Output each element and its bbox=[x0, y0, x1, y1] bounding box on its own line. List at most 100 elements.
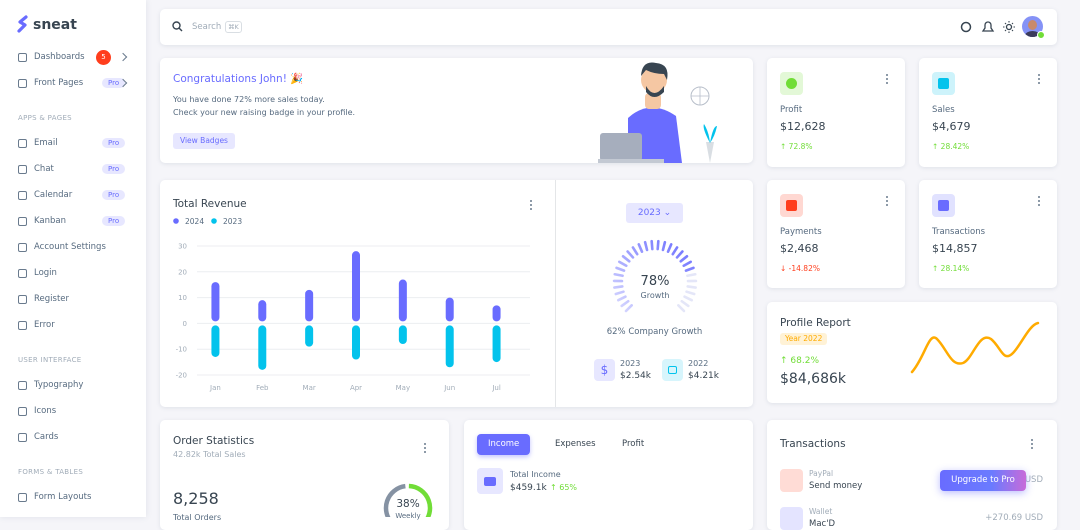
stat-change: ↑ 28.14% bbox=[932, 264, 970, 273]
menu-item[interactable]: Form Layouts bbox=[0, 484, 146, 510]
menu-item[interactable]: Register bbox=[0, 286, 146, 312]
menu-badge: Pro bbox=[102, 164, 126, 174]
menu-label: Cards bbox=[34, 432, 59, 442]
menu-item[interactable]: Error bbox=[0, 312, 146, 338]
menu-item[interactable]: Kanban Pro bbox=[0, 208, 146, 234]
menu-badge: 5 bbox=[96, 49, 111, 65]
growth-amount: $4.21k bbox=[688, 371, 719, 381]
menu-icon bbox=[18, 492, 27, 502]
revenue-card: Total Revenue 2023 ⌄ 62% Company Growth … bbox=[160, 180, 753, 407]
menu-item[interactable]: Icons bbox=[0, 398, 146, 424]
menu-section-title: FORMS & TABLES bbox=[18, 468, 84, 476]
menu-item[interactable]: Account Settings bbox=[0, 234, 146, 260]
transaction-desc: Send money bbox=[809, 481, 863, 491]
transaction-name: PayPal bbox=[809, 469, 834, 478]
stat-change: ↑ 28.42% bbox=[932, 142, 970, 151]
menu-badge: Pro bbox=[102, 216, 126, 226]
upgrade-button[interactable]: Upgrade to Pro bbox=[940, 470, 1026, 491]
menu-icon bbox=[18, 406, 27, 416]
menu-label: Calendar bbox=[34, 190, 73, 200]
stat-value: $14,857 bbox=[932, 242, 978, 255]
transaction-desc: Mac'D bbox=[809, 519, 836, 529]
tab[interactable]: Income bbox=[477, 434, 531, 455]
menu-item[interactable]: Chat Pro bbox=[0, 156, 146, 182]
stat-label: Sales bbox=[932, 105, 955, 115]
stat-label: Payments bbox=[780, 227, 822, 237]
stat-icon-glyph bbox=[938, 78, 949, 89]
menu-item[interactable]: Cards bbox=[0, 424, 146, 450]
profile-sparkline bbox=[910, 321, 1040, 374]
menu-label: Chat bbox=[34, 164, 54, 174]
tab[interactable]: Expenses bbox=[555, 439, 596, 449]
brand-name: sneat bbox=[33, 17, 77, 33]
menu-item[interactable]: Front Pages Pro bbox=[0, 70, 146, 96]
menu-label: Account Settings bbox=[34, 242, 106, 252]
menu-button[interactable] bbox=[1031, 439, 1034, 451]
tab[interactable]: Profit bbox=[622, 439, 645, 449]
stat-icon-glyph bbox=[938, 200, 949, 211]
profile-report-card: Profile Report Year 2022 ↑ 68.2% $84,686… bbox=[767, 302, 1057, 403]
stat-icon bbox=[780, 72, 803, 95]
menu-label: Register bbox=[34, 294, 69, 304]
transaction-icon bbox=[780, 469, 803, 492]
menu-item[interactable]: Typography bbox=[0, 372, 146, 398]
menu-badge: Pro bbox=[102, 78, 126, 88]
menu-item[interactable]: Calendar Pro bbox=[0, 182, 146, 208]
growth-amount: $2.54k bbox=[620, 371, 651, 381]
income-change: ↑ 65% bbox=[550, 483, 578, 492]
search-shortcut: ⌘K bbox=[225, 21, 242, 33]
stat-value: $2,468 bbox=[780, 242, 819, 255]
transactions-title: Transactions bbox=[780, 438, 846, 450]
menu-button[interactable] bbox=[1038, 196, 1041, 208]
search-input[interactable]: Search bbox=[192, 22, 222, 32]
menu-item[interactable]: Dashboards 5 bbox=[0, 44, 146, 70]
menu-button[interactable] bbox=[424, 443, 427, 455]
income-change-value: 65% bbox=[559, 483, 578, 492]
menu-label: Dashboards bbox=[34, 52, 85, 62]
menu-icon bbox=[18, 268, 27, 278]
menu-label: Error bbox=[34, 320, 55, 330]
stat-icon-glyph bbox=[786, 200, 797, 211]
stat-change-value: 28.42% bbox=[940, 142, 970, 151]
menu-icon bbox=[18, 242, 27, 252]
menu-button[interactable] bbox=[886, 74, 889, 86]
welcome-line: Check your new raising badge in your pro… bbox=[173, 108, 356, 117]
stat-card: Sales $4,679 ↑ 28.42% bbox=[919, 58, 1057, 167]
transaction-icon bbox=[780, 507, 803, 530]
stat-card: Transactions $14,857 ↑ 28.14% bbox=[919, 180, 1057, 288]
transaction-name: Wallet bbox=[809, 507, 833, 516]
navbar: Search ⌘K bbox=[160, 9, 1057, 45]
orders-caption: Total Orders bbox=[173, 513, 222, 522]
stat-icon-glyph bbox=[786, 78, 797, 89]
profile-change-value: 68.2% bbox=[790, 356, 819, 366]
income-icon bbox=[477, 468, 503, 494]
year-dropdown[interactable]: 2023 ⌄ bbox=[626, 203, 683, 223]
illustration bbox=[598, 62, 717, 163]
menu-button[interactable] bbox=[1038, 74, 1041, 86]
view-badges-button[interactable]: View Badges bbox=[173, 133, 235, 149]
menu-item[interactable]: Email Pro bbox=[0, 130, 146, 156]
orders-subtitle: 42.82k Total Sales bbox=[173, 450, 246, 459]
menu-label: Form Layouts bbox=[34, 492, 92, 502]
menu-button[interactable] bbox=[530, 200, 533, 212]
menu-button[interactable] bbox=[886, 196, 889, 208]
sidebar: sneat Dashboards 5 Front Pages Pro APPS & PA… bbox=[0, 0, 146, 517]
orders-title: Order Statistics bbox=[173, 435, 255, 447]
growth-year: 2022 bbox=[688, 359, 709, 368]
profile-badge: Year 2022 bbox=[780, 333, 828, 345]
stat-value: $12,628 bbox=[780, 120, 826, 133]
stat-change-value: -14.82% bbox=[788, 264, 820, 273]
menu-icon bbox=[18, 52, 27, 62]
menu-item[interactable]: Login bbox=[0, 260, 146, 286]
menu-section-title: APPS & PAGES bbox=[18, 114, 72, 122]
menu-label: Login bbox=[34, 268, 57, 278]
menu-label: Kanban bbox=[34, 216, 67, 226]
stat-change-value: 72.8% bbox=[788, 142, 813, 151]
menu-badge: Pro bbox=[102, 190, 126, 200]
navbar-icons[interactable] bbox=[960, 19, 1050, 37]
menu-icon bbox=[18, 294, 27, 304]
profile-title: Profile Report bbox=[780, 317, 851, 329]
orders-value: 8,258 bbox=[173, 489, 219, 508]
divider bbox=[555, 180, 556, 407]
